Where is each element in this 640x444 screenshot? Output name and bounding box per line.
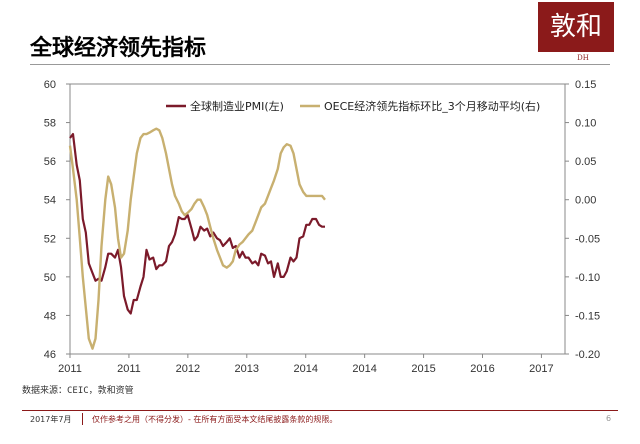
plot-frame (69, 83, 566, 355)
x-tick-label: 2015 (411, 363, 435, 375)
source-note: 数据来源：CEIC，敦和资管 (22, 386, 134, 396)
right-tick-label: -0.10 (575, 272, 600, 284)
logo-subtext: DH (577, 54, 589, 62)
left-tick-label: 54 (44, 195, 56, 207)
x-tick-label: 2016 (470, 363, 494, 375)
x-tick-label: 2011 (58, 363, 82, 375)
left-tick-label: 58 (44, 118, 56, 130)
left-tick-label: 52 (44, 233, 56, 245)
footer-date: 2017年7月 (30, 415, 72, 424)
series-line-pmi (69, 133, 325, 315)
left-tick-label: 50 (44, 272, 56, 284)
x-tick-label: 2014 (293, 363, 317, 375)
x-tick-label: 2014 (352, 363, 376, 375)
page-title: 全球经济领先指标 (30, 36, 207, 61)
footer-divider (22, 410, 618, 411)
footer-disclaimer: 仅作参考之用（不得分发）- 在所有方面受本文结尾披露条款的规限。 (92, 415, 338, 424)
left-tick-label: 46 (44, 349, 56, 361)
x-tick-label: 2017 (529, 363, 553, 375)
legend-pmi-label: 全球制造业PMI(左) (190, 99, 284, 113)
logo-text: 敦和 (549, 12, 602, 42)
right-tick-label: 0.05 (575, 156, 596, 168)
left-tick-label: 60 (44, 79, 56, 91)
left-tick-label: 48 (44, 310, 56, 322)
legend-oecd-label: OECE经济领先指标环比_3个月移动平均(右) (324, 99, 540, 113)
footer-separator (82, 413, 83, 425)
right-tick-label: -0.05 (575, 233, 600, 245)
series-line-oecd (68, 127, 326, 350)
x-tick-label: 2012 (176, 363, 200, 375)
x-tick-label: 2013 (235, 363, 259, 375)
right-tick-label: -0.15 (575, 310, 600, 322)
brand-logo: 敦和 (538, 2, 614, 52)
page-number: 6 (606, 414, 612, 423)
title-divider (30, 64, 610, 65)
right-tick-label: 0.00 (575, 195, 596, 207)
right-tick-label: 0.10 (575, 118, 596, 130)
left-tick-label: 56 (44, 156, 56, 168)
right-tick-label: 0.15 (575, 79, 596, 91)
right-tick-label: -0.20 (575, 349, 600, 361)
x-tick-label: 2011 (117, 363, 141, 375)
